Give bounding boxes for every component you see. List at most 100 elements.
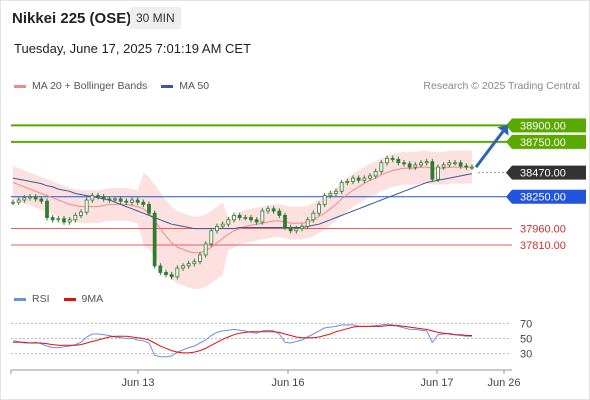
price-label-bg-1 [512, 134, 586, 149]
rsi-ma9-line [13, 325, 472, 354]
candle [458, 162, 463, 167]
candle [164, 272, 168, 276]
price-label-bg-0 [512, 118, 586, 133]
candle [249, 217, 253, 221]
candle [141, 201, 146, 205]
candle [209, 230, 214, 245]
price-label-bg-3 [512, 189, 586, 204]
candle [118, 198, 123, 202]
ma9-swatch [63, 297, 76, 301]
candle [453, 162, 457, 165]
candle [373, 171, 378, 177]
price-label-1: 38750.00 [520, 137, 566, 149]
candle [135, 199, 140, 203]
rsi-level-label-2: 30 [520, 349, 532, 361]
candle [390, 157, 395, 160]
legend-label-rsi: RSI [32, 293, 50, 305]
candle [152, 212, 157, 267]
candle [413, 164, 418, 168]
candle [113, 198, 117, 201]
candle [67, 219, 72, 223]
candle [339, 182, 344, 192]
candle [243, 217, 248, 219]
candle [11, 201, 15, 204]
candle [294, 228, 299, 232]
candle [351, 177, 355, 182]
price-label-arrow-1 [506, 134, 512, 149]
candle [62, 218, 66, 223]
candle [334, 190, 338, 194]
candle [186, 263, 191, 267]
timeframe-badge[interactable]: 30 MIN [130, 7, 181, 29]
legend-label-ma20: MA 20 + Bollinger Bands [32, 80, 148, 92]
timestamp: Tuesday, June 17, 2025 7:01:19 AM CET [14, 41, 252, 56]
candle [362, 177, 367, 181]
candle [232, 214, 236, 221]
price-label-arrow-3 [506, 189, 512, 204]
candle [407, 163, 412, 168]
candle [419, 162, 423, 166]
candle [203, 243, 208, 256]
candle [322, 195, 327, 205]
legend-label-ma50: MA 50 [179, 80, 210, 92]
price-label-2: 38470.00 [520, 168, 566, 180]
candle [79, 211, 83, 216]
price-label-4: 37960.00 [520, 224, 566, 236]
candle [28, 196, 32, 199]
candle [385, 157, 389, 164]
candle [266, 208, 270, 212]
candle [379, 162, 384, 172]
rsi-level-label-1: 50 [520, 334, 532, 346]
main-legend: MA 20 + Bollinger Bands MA 50 [14, 80, 223, 92]
x-tick-label-2: Jun 17 [420, 377, 453, 389]
legend-item-9ma: 9MA [63, 293, 104, 305]
bollinger-band [13, 150, 472, 289]
candle [424, 161, 429, 164]
candle [124, 200, 129, 203]
instrument-title: Nikkei 225 (OSE) [12, 10, 132, 27]
x-tick-label-1: Jun 16 [271, 377, 304, 389]
candle [447, 162, 452, 166]
ma20-swatch [14, 84, 26, 88]
legend-label-9ma: 9MA [81, 293, 104, 305]
candle [277, 210, 282, 216]
candle [130, 199, 134, 203]
candle [402, 162, 406, 165]
candle [198, 254, 202, 262]
candle [192, 261, 197, 265]
candle [470, 166, 474, 169]
rsi-legend: RSI 9MA [14, 293, 117, 305]
ma50-line [12, 173, 473, 230]
candle [101, 196, 106, 200]
price-label-5: 37810.00 [520, 240, 566, 252]
candle [345, 180, 350, 183]
candle [328, 193, 333, 197]
forecast-arrow [474, 130, 505, 169]
x-tick-label-0: Jun 13 [121, 377, 154, 389]
legend-item-ma20: MA 20 + Bollinger Bands [14, 80, 147, 92]
candle [175, 267, 180, 278]
candle [73, 214, 78, 221]
candle [84, 199, 89, 213]
candle [288, 227, 293, 232]
copyright-text: Research © 2025 Trading Central [423, 80, 580, 92]
rsi-line [12, 323, 472, 358]
candle [215, 225, 219, 232]
candle [300, 225, 304, 229]
candle [311, 212, 316, 221]
candle [90, 195, 95, 201]
x-tick-label-3: Jun 26 [487, 377, 520, 389]
price-label-3: 38250.00 [520, 192, 566, 204]
candle [147, 204, 151, 214]
forecast-arrow-head [497, 125, 509, 136]
rsi-level-label-0: 70 [520, 318, 532, 330]
candle [305, 219, 310, 227]
rsi-swatch [14, 297, 26, 301]
candle [356, 177, 361, 181]
legend-item-rsi: RSI [14, 293, 50, 305]
candle [107, 198, 112, 201]
candle [368, 175, 372, 179]
candle [254, 219, 259, 223]
candle [56, 218, 61, 221]
candle [430, 161, 435, 180]
